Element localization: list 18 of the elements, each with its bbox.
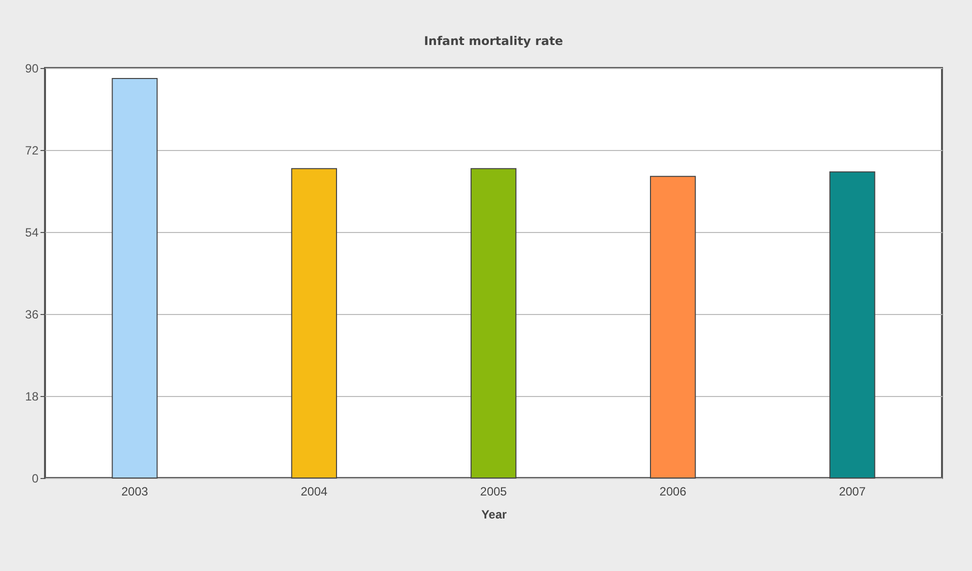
y-tick-label: 72 [25,144,39,158]
x-tick-label: 2007 [838,484,866,498]
bar [470,168,516,478]
x-tick-label: 2004 [300,484,328,498]
bar [650,176,696,478]
bar [291,168,338,478]
y-tick-label: 90 [25,62,39,76]
y-tick-label: 36 [25,308,39,322]
chart-title: Infant mortality rate [424,34,564,48]
x-tick-label: 2006 [660,484,687,498]
y-tick-label: 18 [25,390,39,404]
x-tick-label: 2003 [121,484,148,498]
bar [112,78,158,478]
x-axis-title: Year [481,508,508,522]
y-tick-label: 0 [32,472,39,486]
x-tick-label: 2005 [480,484,508,498]
y-tick-label: 54 [25,226,39,240]
bar [829,171,876,478]
